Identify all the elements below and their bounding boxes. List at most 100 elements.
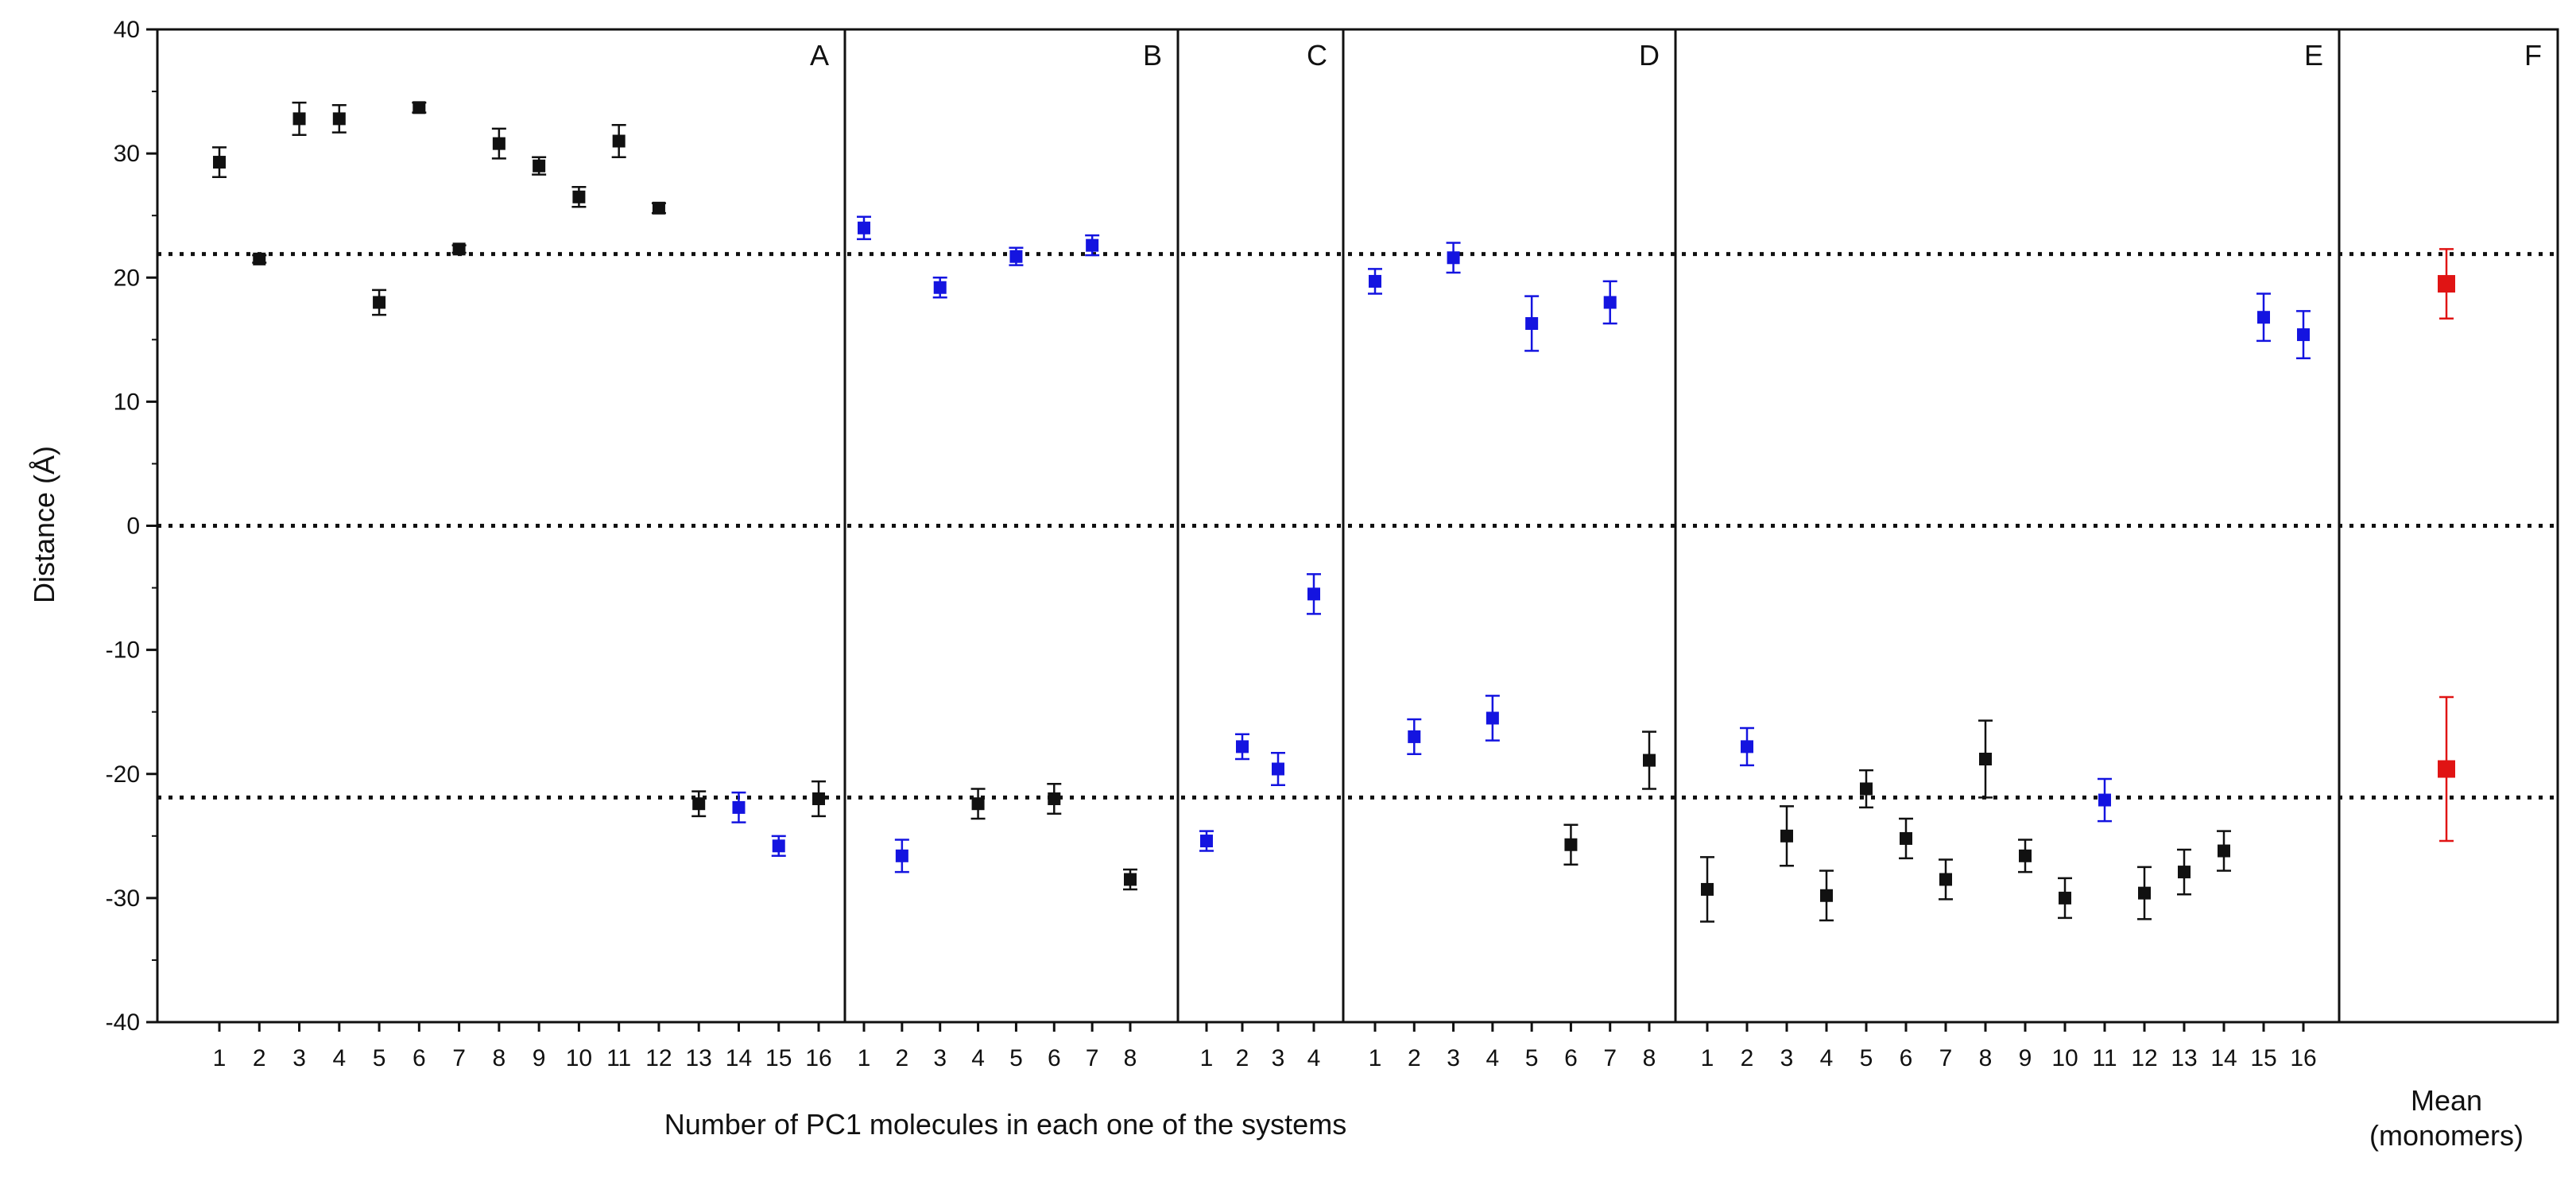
- data-marker: [2257, 311, 2270, 324]
- data-marker: [492, 137, 506, 150]
- data-marker: [413, 101, 426, 114]
- x-tick-label: 2: [896, 1045, 909, 1071]
- data-marker: [1603, 296, 1617, 309]
- data-marker: [812, 792, 825, 805]
- panel-label: E: [2304, 39, 2323, 72]
- panel-a: A1 2 3 4 5 6 7 8 9 10 11 12 13 14 15 16: [212, 39, 832, 1071]
- data-marker: [2059, 891, 2071, 905]
- data-point: [691, 790, 707, 818]
- data-marker: [1900, 831, 1912, 845]
- data-point: [1642, 730, 1656, 790]
- data-marker: [2178, 866, 2191, 879]
- y-tick-label: -10: [106, 637, 140, 664]
- data-point: [932, 277, 947, 299]
- data-point: [1407, 718, 1422, 756]
- data-marker: [1086, 238, 1099, 252]
- data-point: [252, 252, 267, 265]
- data-point: [2058, 877, 2072, 920]
- data-marker: [933, 281, 947, 294]
- data-marker: [1780, 829, 1793, 843]
- data-marker: [2019, 849, 2032, 862]
- y-tick-label: 40: [114, 17, 140, 43]
- x-tick-label: 4: [1307, 1045, 1321, 1071]
- panel-e: E1 2 3 4 5 6 7 8 9 10 11 12 13 14 15 16: [1700, 39, 2323, 1071]
- panel-label: B: [1143, 39, 1162, 72]
- data-point: [1899, 817, 1913, 860]
- x-tick-label: 2: [1408, 1045, 1421, 1071]
- data-marker: [895, 849, 908, 862]
- data-marker: [1048, 792, 1061, 805]
- data-marker: [572, 190, 586, 203]
- data-point: [1524, 295, 1540, 352]
- x-tick-label: 7: [1603, 1045, 1617, 1071]
- data-point: [1368, 268, 1382, 295]
- x-axis-title: Number of PC1 molecules in each one of t…: [664, 1108, 1346, 1141]
- data-point: [1563, 823, 1579, 866]
- x-tick-label: 3: [1272, 1045, 1285, 1071]
- x-tick-label: 1: [1369, 1045, 1382, 1071]
- x-tick-label: 15: [2250, 1045, 2276, 1071]
- x-tick-label: 2: [1236, 1045, 1249, 1071]
- y-tick-label: 20: [114, 265, 140, 291]
- data-marker: [452, 242, 466, 256]
- data-marker: [1408, 730, 1421, 743]
- x-tick-label: 6: [413, 1045, 426, 1071]
- data-point: [2137, 866, 2152, 920]
- panel-f: F Mean(monomers): [2369, 39, 2542, 1152]
- x-tick-label: 8: [1124, 1045, 1137, 1071]
- x-tick-label: 4: [971, 1045, 985, 1071]
- data-point: [212, 146, 227, 179]
- data-point: [1199, 830, 1214, 852]
- x-tick-label: 8: [1643, 1045, 1656, 1071]
- data-marker: [971, 797, 985, 811]
- x-tick-label: 14: [2210, 1045, 2237, 1071]
- data-marker: [373, 296, 386, 309]
- data-marker: [1820, 889, 1833, 902]
- y-tick-label: 0: [126, 513, 140, 540]
- y-tick-label: 30: [114, 141, 140, 167]
- x-tick-label: 10: [566, 1045, 592, 1071]
- x-tick-label: 3: [292, 1045, 306, 1071]
- data-point: [532, 156, 547, 176]
- x-tick-label: 2: [1741, 1045, 1754, 1071]
- x-tick-label: 10: [2051, 1045, 2078, 1071]
- x-tick-label: 14: [726, 1045, 752, 1071]
- data-point: [1859, 769, 1873, 809]
- data-marker: [1447, 251, 1460, 265]
- data-marker: [213, 156, 226, 169]
- data-marker: [612, 134, 626, 148]
- x-tick-label: 4: [1486, 1045, 1500, 1071]
- data-point: [451, 242, 467, 256]
- data-marker: [732, 800, 746, 814]
- data-point: [970, 788, 986, 820]
- data-point: [491, 127, 506, 160]
- x-tick-label: 6: [1564, 1045, 1578, 1071]
- x-tick-label: 8: [493, 1045, 506, 1071]
- data-marker: [253, 252, 266, 265]
- data-marker: [1272, 762, 1284, 776]
- x-tick-label: 3: [933, 1045, 947, 1071]
- x-tick-label: 4: [1820, 1045, 1834, 1071]
- data-marker: [533, 159, 546, 172]
- y-tick-label: -40: [106, 1009, 140, 1036]
- data-marker: [332, 112, 346, 126]
- data-marker: [2138, 886, 2151, 900]
- data-marker: [652, 201, 665, 215]
- panel-label: F: [2524, 39, 2542, 72]
- x-tick-label: 9: [533, 1045, 546, 1071]
- data-marker: [1525, 317, 1539, 331]
- data-marker: [2098, 793, 2111, 807]
- data-point: [1123, 868, 1137, 891]
- data-marker: [1307, 587, 1320, 601]
- data-marker: [692, 797, 706, 811]
- x-tick-label: 7: [1086, 1045, 1099, 1071]
- panel-b: B 1 2 3 4 5 6 7 8: [857, 39, 1162, 1071]
- data-point: [812, 780, 826, 818]
- data-point: [1047, 782, 1062, 815]
- data-point: [2098, 777, 2112, 823]
- x-tick-label: 7: [1939, 1045, 1953, 1071]
- data-point: [2018, 839, 2032, 874]
- plot-frame: [156, 28, 2559, 1024]
- y-axis: -40 -30 -20 -10 0 10 20 30 40: [106, 17, 157, 1036]
